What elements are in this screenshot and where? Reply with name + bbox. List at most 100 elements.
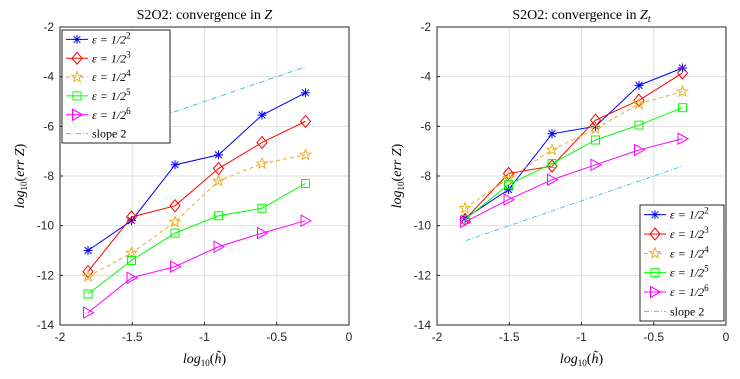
y-tick-label: -4 (43, 70, 54, 84)
legend-label: ε = 1/22 (92, 30, 131, 46)
data-point (257, 203, 267, 213)
data-point (547, 129, 557, 139)
x-axis-label: log10(h̃) (560, 350, 604, 368)
series-line (464, 107, 683, 220)
legend-marker (72, 108, 84, 122)
legend-item-6: slope 2 (66, 127, 126, 141)
data-point (298, 147, 313, 161)
data-point (214, 211, 224, 221)
x-tick-label: -1.5 (499, 330, 520, 344)
series-line (87, 120, 306, 272)
data-point (677, 132, 690, 146)
legend-marker (650, 268, 660, 278)
data-point (170, 160, 180, 170)
data-point (632, 97, 646, 110)
series-line (87, 183, 306, 295)
axes-box (59, 26, 350, 326)
y-tick-label: -2 (43, 20, 54, 34)
data-point (126, 271, 139, 285)
y-tick-label: -8 (43, 169, 54, 183)
legend-marker (648, 246, 662, 259)
series-line (464, 72, 683, 220)
axes-box (436, 26, 727, 326)
legend-label: ε = 1/24 (92, 68, 131, 84)
data-point (634, 120, 644, 130)
x-tick-label: 0 (346, 330, 353, 344)
data-point (676, 66, 689, 80)
x-tick-label: -2 (432, 330, 443, 344)
y-tick-label: -14 (414, 318, 432, 332)
data-point (547, 173, 559, 187)
legend-item-3: ε = 1/24 (644, 244, 709, 260)
data-point (168, 215, 182, 228)
series-line (464, 138, 683, 223)
y-tick-label: -2 (420, 20, 431, 34)
series-2 (82, 114, 312, 279)
y-tick-label: -8 (420, 169, 431, 183)
y-tick-label: -6 (43, 119, 54, 133)
legend-item-1: ε = 1/22 (644, 206, 709, 222)
series-2 (459, 66, 689, 227)
data-point (81, 269, 95, 283)
data-point (299, 114, 312, 129)
y-tick-label: -6 (420, 119, 431, 133)
legend-marker (72, 34, 82, 44)
legend-item-2: ε = 1/23 (644, 225, 709, 241)
x-tick-label: -1.5 (122, 330, 143, 344)
data-point (547, 159, 557, 169)
chart-panel-1: -2 -1.5 -1 -0.5 0 -14 -12 -10 -8 -6 -4 -2 S2O2: conv… (13, 8, 353, 368)
x-tick-label: -0.5 (266, 330, 287, 344)
data-point (588, 121, 603, 135)
legend-marker (72, 91, 82, 101)
legend-item-3: ε = 1/24 (66, 68, 131, 84)
data-point (127, 255, 137, 265)
x-tick-label: -2 (55, 330, 66, 344)
data-point (169, 199, 181, 213)
legend-item-5: ε = 1/26 (66, 106, 131, 122)
series-line (87, 220, 306, 313)
legend-label: ε = 1/23 (670, 225, 709, 241)
data-point (124, 246, 139, 259)
series-6 (465, 165, 683, 242)
y-tick-label: -4 (420, 70, 431, 84)
series-5 (83, 214, 313, 319)
data-point (257, 110, 267, 120)
x-tick-label: -1 (199, 330, 210, 344)
series-4 (83, 178, 311, 299)
data-point (83, 289, 93, 299)
chart-title: S2O2: convergence in Z (137, 8, 273, 23)
data-point (301, 178, 311, 188)
legend-label: ε = 1/26 (92, 106, 131, 122)
data-point (255, 156, 269, 170)
legend-marker (649, 227, 661, 241)
x-tick-label: 0 (723, 330, 730, 344)
legend-label: slope 2 (670, 304, 704, 318)
data-point (546, 159, 558, 173)
data-point (83, 246, 93, 255)
data-point (213, 240, 226, 254)
legend-item-6: slope 2 (644, 304, 704, 318)
legend-item-4: ε = 1/25 (644, 264, 709, 280)
data-point (301, 88, 311, 98)
data-point (83, 306, 95, 319)
x-tick-label: -0.5 (643, 330, 664, 344)
data-point (591, 135, 601, 145)
data-point (170, 260, 182, 273)
y-tick-label: -12 (414, 268, 432, 282)
legend-label: ε = 1/25 (92, 87, 131, 103)
legend-box (639, 204, 725, 322)
chart-title: S2O2: convergence in Zt (512, 8, 650, 25)
data-point (460, 215, 472, 229)
x-axis-label: log10(h̃) (183, 350, 227, 368)
legend: ε = 1/22 ε = 1/23 ε = 1/24 ε = 1/25 ε = 1/26… (639, 204, 725, 322)
data-point (590, 158, 603, 172)
data-point (503, 193, 516, 206)
legend-box (61, 29, 171, 144)
data-point (502, 166, 515, 181)
series-line (464, 91, 683, 209)
data-point (211, 174, 226, 187)
data-point (678, 103, 688, 113)
data-point (125, 210, 138, 224)
series-5 (460, 132, 690, 229)
series-line (465, 165, 683, 242)
